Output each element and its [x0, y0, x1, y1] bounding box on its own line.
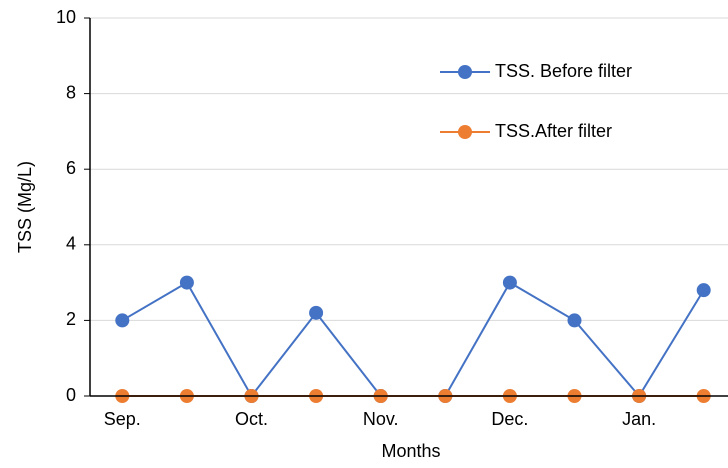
x-tick-label: Jan. [622, 409, 656, 429]
point [309, 305, 324, 320]
series-line [121, 281, 705, 398]
y-tick-label: 8 [66, 82, 76, 102]
y-axis-label: TSS (Mg/L) [15, 161, 35, 253]
legend-label: TSS.After filter [495, 121, 612, 141]
y-tick-label: 2 [66, 309, 76, 329]
point [567, 313, 582, 328]
legend-marker [458, 125, 472, 139]
legend-label: TSS. Before filter [495, 61, 632, 81]
legend-marker [458, 65, 472, 79]
x-tick-label: Oct. [235, 409, 268, 429]
y-tick-label: 6 [66, 158, 76, 178]
point [696, 283, 711, 298]
point [502, 275, 517, 290]
point [179, 275, 194, 290]
point [115, 313, 130, 328]
x-tick-label: Sep. [104, 409, 141, 429]
y-tick-label: 10 [56, 7, 76, 27]
x-tick-label: Dec. [491, 409, 528, 429]
x-axis-label: Months [381, 441, 440, 461]
y-tick-label: 4 [66, 234, 76, 254]
x-tick-label: Nov. [363, 409, 399, 429]
y-tick-label: 0 [66, 385, 76, 405]
